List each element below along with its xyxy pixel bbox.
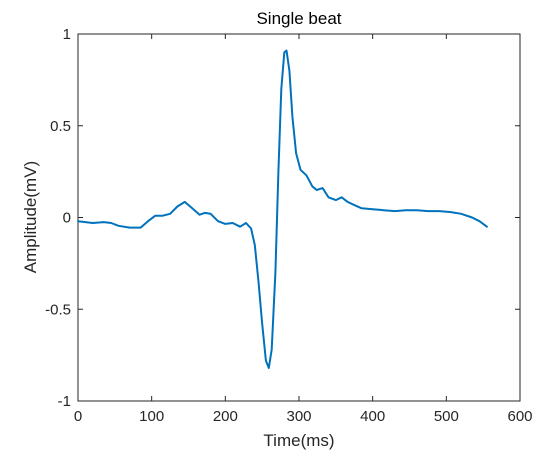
y-tick-label: -0.5 (45, 301, 71, 318)
y-tick-label: 1 (63, 26, 71, 43)
y-tick-label: 0.5 (50, 118, 71, 135)
y-tick-label: 0 (63, 210, 71, 227)
x-axis: 0 100 200 300 400 500 600 (74, 34, 533, 425)
x-tick-label: 400 (360, 408, 385, 425)
x-tick-label: 0 (74, 408, 82, 425)
y-tick-label: -1 (58, 393, 71, 410)
x-tick-label: 600 (507, 408, 532, 425)
x-tick-label: 200 (213, 408, 238, 425)
x-tick-label: 100 (139, 408, 164, 425)
x-axis-label: Time(ms) (263, 431, 334, 450)
x-tick-label: 300 (286, 408, 311, 425)
x-tick-label: 500 (434, 408, 459, 425)
ecg-beat-line (77, 49, 488, 369)
chart-title: Single beat (256, 9, 341, 28)
y-axis: -1 -0.5 0 0.5 1 (45, 26, 520, 410)
plot-area (77, 33, 521, 402)
y-axis-label: Amplitude(mV) (21, 161, 40, 273)
